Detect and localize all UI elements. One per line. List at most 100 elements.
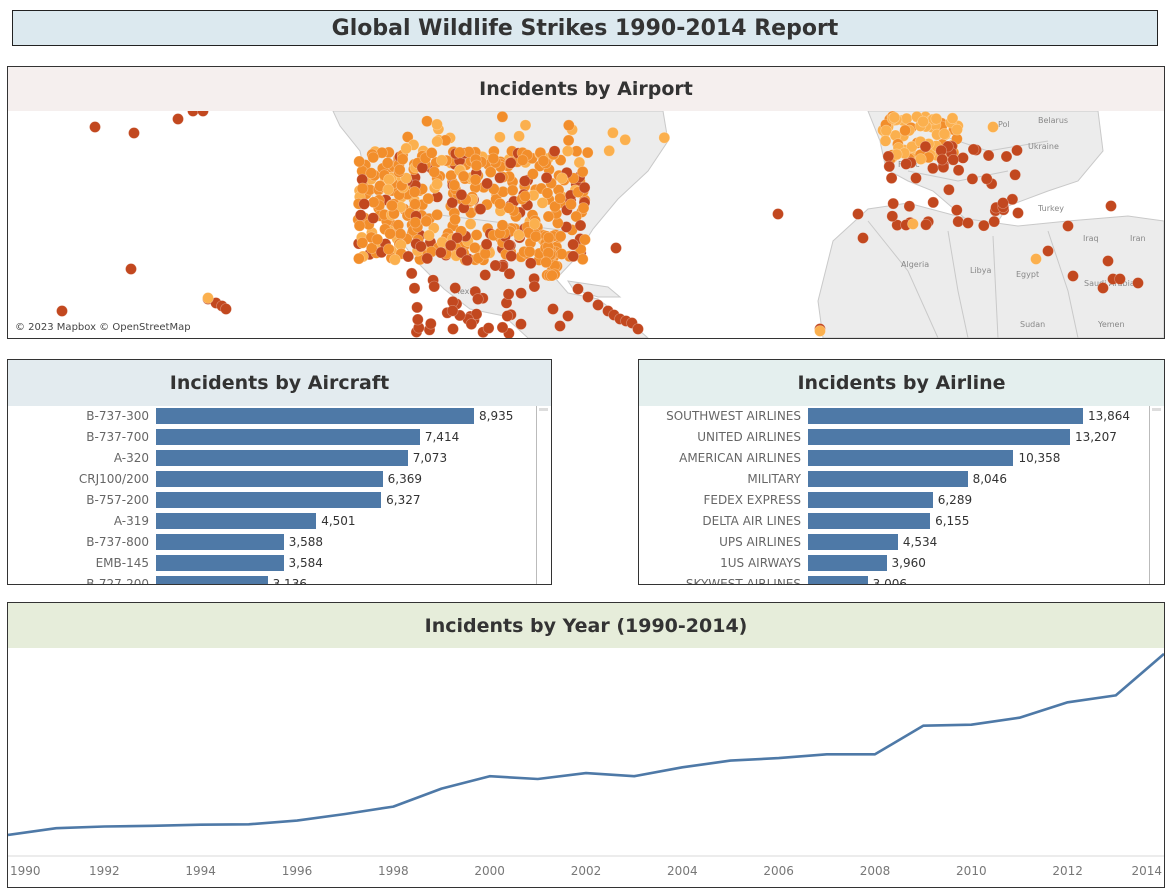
airport-marker[interactable]	[1000, 150, 1013, 163]
bar-row[interactable]: A-319 4,501	[8, 511, 551, 532]
airport-marker[interactable]	[172, 113, 184, 125]
airport-marker[interactable]	[393, 163, 406, 176]
airport-marker[interactable]	[389, 253, 401, 266]
airport-marker[interactable]	[900, 158, 912, 170]
airport-marker[interactable]	[353, 155, 366, 168]
line-point[interactable]	[967, 721, 975, 729]
airport-marker[interactable]	[482, 322, 495, 334]
airport-marker[interactable]	[474, 203, 487, 215]
airport-marker[interactable]	[950, 204, 963, 216]
airport-marker[interactable]	[966, 173, 979, 185]
airport-marker[interactable]	[394, 228, 407, 240]
airport-marker[interactable]	[354, 209, 367, 221]
airport-marker[interactable]	[936, 153, 949, 166]
airport-marker[interactable]	[470, 229, 483, 241]
airport-marker[interactable]	[917, 115, 929, 128]
airport-marker[interactable]	[967, 143, 980, 156]
airport-marker[interactable]	[888, 111, 901, 124]
airport-marker[interactable]	[903, 200, 916, 212]
airport-marker[interactable]	[542, 210, 555, 223]
line-point[interactable]	[197, 821, 205, 829]
airport-marker[interactable]	[519, 190, 532, 203]
bar[interactable]	[808, 513, 931, 529]
airport-marker[interactable]	[197, 111, 209, 117]
line-point[interactable]	[630, 772, 638, 780]
airport-marker[interactable]	[446, 196, 459, 209]
airport-marker[interactable]	[504, 157, 517, 169]
airport-marker[interactable]	[943, 183, 955, 196]
airport-marker[interactable]	[527, 168, 539, 180]
airport-marker[interactable]	[515, 287, 527, 299]
airport-marker[interactable]	[907, 218, 919, 230]
airport-marker[interactable]	[886, 210, 899, 222]
airport-marker[interactable]	[367, 196, 380, 208]
airport-marker[interactable]	[358, 198, 371, 210]
airport-marker[interactable]	[461, 254, 473, 267]
airport-marker[interactable]	[431, 178, 443, 190]
airport-marker[interactable]	[561, 145, 574, 157]
bar[interactable]	[156, 429, 420, 445]
bar[interactable]	[808, 555, 887, 571]
airport-marker[interactable]	[513, 229, 525, 241]
line-point[interactable]	[149, 822, 157, 830]
airport-marker[interactable]	[455, 189, 468, 201]
airport-marker[interactable]	[367, 151, 380, 164]
airport-marker[interactable]	[592, 299, 604, 311]
airport-marker[interactable]	[494, 198, 506, 210]
airport-marker[interactable]	[554, 192, 566, 205]
bar-row[interactable]: UPS AIRLINES 4,534	[639, 532, 1164, 553]
airport-marker[interactable]	[128, 127, 140, 139]
airport-marker[interactable]	[472, 293, 484, 305]
airport-marker[interactable]	[883, 160, 896, 173]
airport-marker[interactable]	[610, 242, 622, 254]
airport-marker[interactable]	[489, 259, 502, 272]
airport-marker[interactable]	[1114, 273, 1126, 285]
bar[interactable]	[808, 450, 1014, 466]
airport-marker[interactable]	[540, 172, 553, 184]
airport-marker[interactable]	[415, 240, 427, 253]
airport-marker[interactable]	[496, 111, 509, 123]
airport-marker[interactable]	[852, 208, 864, 220]
airport-marker[interactable]	[470, 159, 483, 172]
airport-marker[interactable]	[400, 172, 413, 184]
airport-marker[interactable]	[422, 192, 435, 205]
bar-row[interactable]: B-737-700 7,414	[8, 427, 551, 448]
airport-marker[interactable]	[1132, 277, 1144, 289]
bar-row[interactable]: FEDEX EXPRESS 6,289	[639, 490, 1164, 511]
airport-marker[interactable]	[530, 230, 542, 243]
airport-marker[interactable]	[496, 219, 509, 231]
airport-marker[interactable]	[401, 131, 414, 143]
airport-marker[interactable]	[899, 124, 911, 137]
airport-marker[interactable]	[927, 162, 939, 175]
airport-marker[interactable]	[384, 227, 396, 240]
bar-row[interactable]: B-737-300 8,935	[8, 406, 551, 427]
airport-map[interactable]: BelarusPolUkraineFrancTurkeyIraqIranAlge…	[8, 111, 1164, 338]
airport-marker[interactable]	[365, 167, 378, 179]
airport-marker[interactable]	[962, 217, 974, 229]
line-point[interactable]	[486, 772, 494, 780]
airline-bar-list[interactable]: SOUTHWEST AIRLINES 13,864 UNITED AIRLINES 1…	[639, 406, 1164, 584]
bar-row[interactable]: DELTA AIR LINES 6,155	[639, 511, 1164, 532]
airport-marker[interactable]	[607, 126, 619, 139]
line-point[interactable]	[100, 823, 108, 831]
airport-marker[interactable]	[987, 121, 999, 133]
line-point[interactable]	[823, 750, 831, 758]
airport-marker[interactable]	[906, 140, 918, 153]
airport-marker[interactable]	[938, 128, 951, 140]
line-point[interactable]	[727, 757, 735, 765]
airport-marker[interactable]	[880, 124, 893, 137]
airport-marker[interactable]	[528, 280, 541, 293]
airport-marker[interactable]	[501, 310, 514, 322]
airport-marker[interactable]	[1062, 220, 1074, 232]
airport-marker[interactable]	[879, 135, 892, 147]
airport-marker[interactable]	[548, 145, 561, 158]
scroll-thumb[interactable]	[539, 408, 548, 411]
airport-marker[interactable]	[503, 268, 516, 280]
airport-marker[interactable]	[857, 232, 869, 244]
line-point[interactable]	[1112, 691, 1120, 699]
airport-marker[interactable]	[428, 166, 441, 178]
airport-marker[interactable]	[396, 153, 409, 166]
airport-marker[interactable]	[470, 308, 483, 320]
airport-marker[interactable]	[449, 213, 461, 226]
airport-marker[interactable]	[582, 291, 594, 303]
